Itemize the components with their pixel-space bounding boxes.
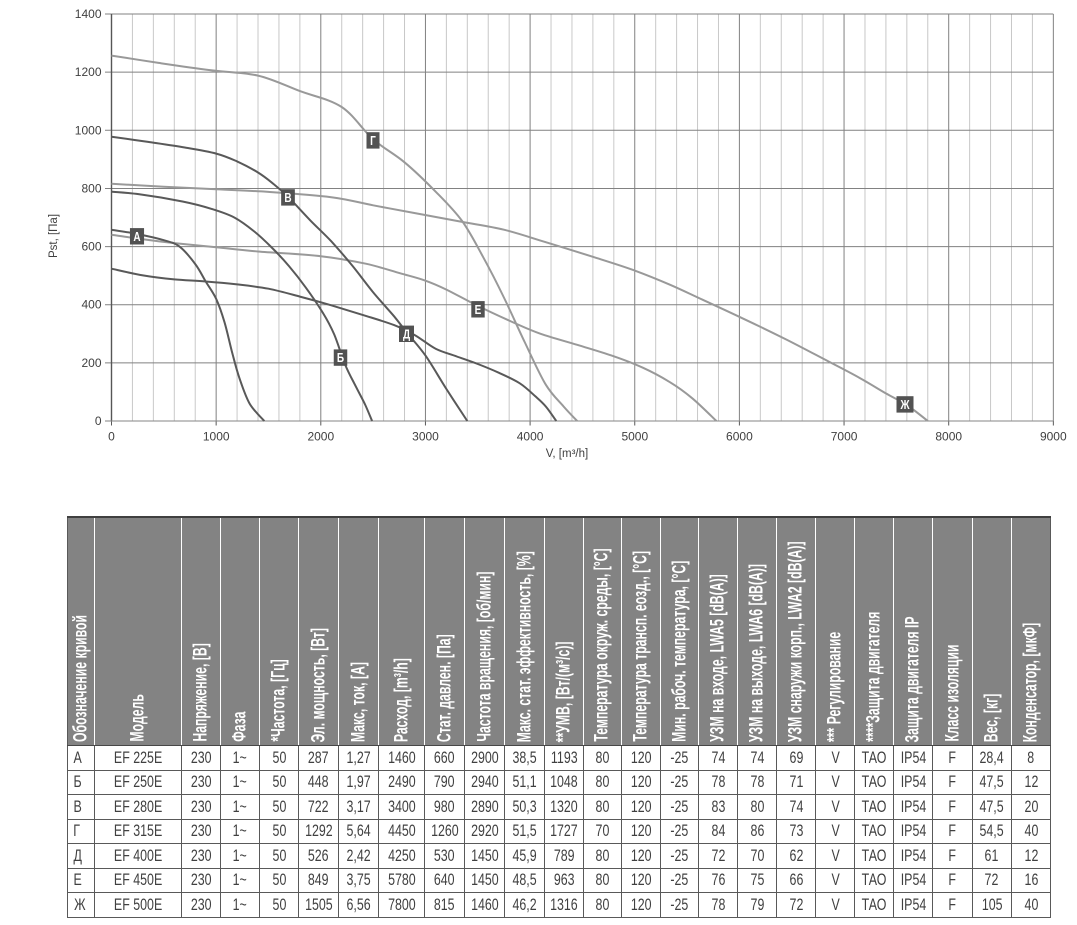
svg-text:200: 200	[81, 356, 101, 370]
svg-text:600: 600	[81, 240, 101, 254]
svg-text:0: 0	[95, 414, 102, 428]
svg-text:7000: 7000	[831, 430, 858, 444]
svg-text:1000: 1000	[203, 430, 230, 444]
svg-text:6000: 6000	[726, 430, 753, 444]
svg-text:Д: Д	[403, 328, 410, 341]
svg-text:2000: 2000	[307, 430, 334, 444]
svg-text:Pst, [Па]: Pst, [Па]	[48, 214, 60, 258]
svg-text:Ж: Ж	[900, 399, 911, 412]
svg-text:А: А	[133, 231, 140, 244]
svg-text:400: 400	[81, 298, 101, 312]
svg-text:1200: 1200	[75, 65, 102, 79]
svg-text:Е: Е	[475, 304, 482, 317]
svg-text:4000: 4000	[517, 430, 544, 444]
svg-text:8000: 8000	[935, 430, 962, 444]
svg-text:3000: 3000	[412, 430, 439, 444]
svg-text:В: В	[284, 192, 291, 205]
svg-text:1000: 1000	[75, 123, 102, 137]
svg-text:5000: 5000	[621, 430, 648, 444]
svg-text:Б: Б	[337, 352, 344, 365]
svg-text:Г: Г	[370, 135, 376, 148]
svg-text:1400: 1400	[75, 7, 102, 21]
svg-text:0: 0	[108, 430, 115, 444]
svg-text:V, [m³/h]: V, [m³/h]	[546, 448, 588, 460]
svg-text:9000: 9000	[1040, 430, 1067, 444]
svg-text:800: 800	[81, 181, 101, 195]
